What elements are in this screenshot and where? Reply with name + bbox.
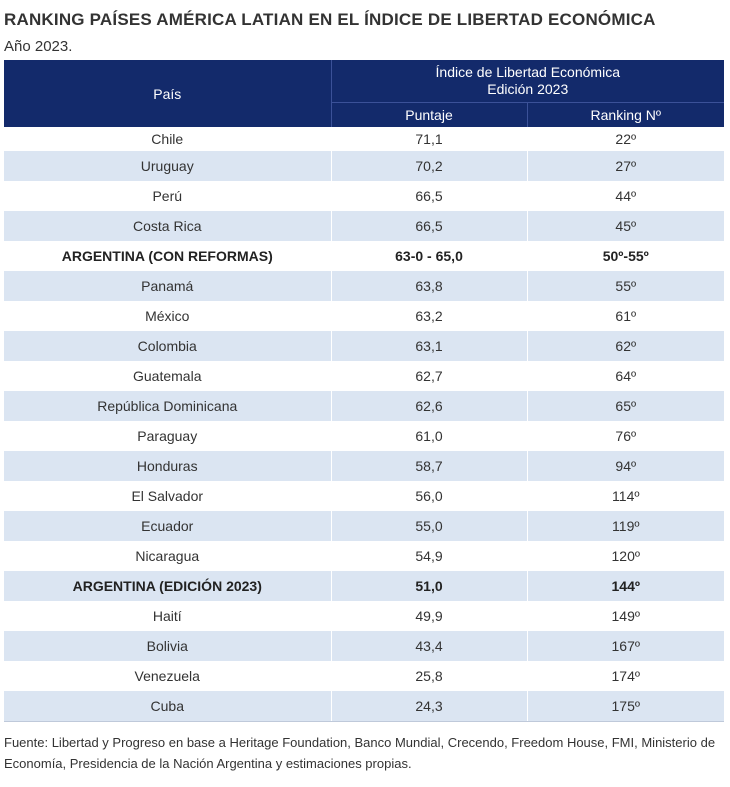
cell-ranking: 65º [527, 391, 725, 421]
column-group-header-line1: Índice de Libertad Económica [435, 64, 620, 80]
column-header-pais: País [4, 60, 332, 127]
cell-ranking: 22º [615, 131, 637, 147]
column-header-ranking: Ranking Nº [527, 102, 725, 127]
table-row: ARGENTINA (CON REFORMAS) 63-0 - 65,0 50º-5… [4, 241, 724, 271]
table-row: República Dominicana 62,6 65º [4, 391, 725, 421]
cell-puntaje: 62,7 [331, 361, 528, 391]
ranking-table: País Índice de Libertad Económica Edició… [4, 60, 725, 722]
table-row: México 63,2 61º [4, 301, 724, 331]
table-row: Panamá 63,8 55º [4, 271, 725, 301]
cell-ranking: 44º [615, 188, 637, 204]
table-row: Cuba 24,3 175º [4, 691, 725, 722]
cell-ranking: 119º [527, 511, 725, 541]
cell-ranking: 61º [615, 308, 637, 324]
cell-ranking: 175º [527, 691, 725, 722]
cell-ranking: 55º [527, 271, 725, 301]
cell-puntaje: 54,9 [331, 541, 528, 571]
cell-ranking: 149º [611, 608, 640, 624]
cell-puntaje: 62,6 [331, 391, 528, 421]
cell-pais: ARGENTINA (CON REFORMAS) [4, 241, 332, 271]
cell-pais: Nicaragua [4, 541, 332, 571]
cell-pais: ARGENTINA (EDICIÓN 2023) [4, 571, 332, 601]
cell-pais: República Dominicana [4, 391, 332, 421]
cell-pais: Guatemala [4, 361, 332, 391]
cell-puntaje: 71,1 [331, 127, 528, 151]
cell-pais: Colombia [4, 331, 332, 361]
cell-puntaje: 66,5 [331, 181, 528, 211]
cell-puntaje: 24,3 [331, 691, 528, 722]
cell-ranking: 76º [615, 428, 637, 444]
cell-puntaje: 63,1 [331, 331, 528, 361]
table-row: Costa Rica 66,5 45º [4, 211, 725, 241]
source-footnote: Fuente: Libertad y Progreso en base a He… [4, 735, 716, 771]
cell-ranking: 27º [527, 151, 725, 181]
cell-puntaje: 70,2 [331, 151, 528, 181]
cell-puntaje: 43,4 [331, 631, 528, 661]
cell-ranking: 174º [611, 668, 640, 684]
cell-puntaje: 25,8 [331, 661, 528, 691]
table-row: ARGENTINA (EDICIÓN 2023) 51,0 144º [4, 571, 725, 601]
cell-pais: Cuba [4, 691, 332, 722]
table-row: Ecuador 55,0 119º [4, 511, 725, 541]
table-row: Colombia 63,1 62º [4, 331, 725, 361]
table-header: País Índice de Libertad Económica Edició… [4, 60, 725, 127]
cell-pais: Perú [4, 181, 332, 211]
table-body: Chile 71,1 22º Uruguay 70,2 27º Perú 66,5 44º Cos… [4, 127, 725, 722]
cell-ranking: 94º [527, 451, 725, 481]
cell-puntaje: 61,0 [331, 421, 528, 451]
cell-pais: México [4, 301, 332, 331]
cell-puntaje: 66,5 [331, 211, 528, 241]
cell-puntaje: 55,0 [331, 511, 528, 541]
table-row: Perú 66,5 44º [4, 181, 724, 211]
cell-puntaje: 63,2 [331, 301, 528, 331]
cell-ranking: 167º [527, 631, 725, 661]
ranking-table-container: País Índice de Libertad Económica Edició… [4, 60, 725, 722]
cell-pais: Chile [4, 127, 332, 151]
table-row: Paraguay 61,0 76º [4, 421, 724, 451]
table-row: Haití 49,9 149º [4, 601, 724, 631]
cell-puntaje: 58,7 [331, 451, 528, 481]
cell-ranking: 120º [611, 548, 640, 564]
cell-pais: Haití [4, 601, 332, 631]
cell-ranking: 114º [612, 488, 640, 504]
table-row: Nicaragua 54,9 120º [4, 541, 724, 571]
page-title: RANKING PAÍSES AMÉRICA LATIAN EN EL ÍNDI… [4, 10, 656, 29]
cell-puntaje: 56,0 [331, 481, 528, 511]
table-row: El Salvador 56,0 114º [4, 481, 724, 511]
cell-pais: Panamá [4, 271, 332, 301]
table-row: Venezuela 25,8 174º [4, 661, 724, 691]
table-row: Guatemala 62,7 64º [4, 361, 724, 391]
cell-pais: Honduras [4, 451, 332, 481]
table-row: Uruguay 70,2 27º [4, 151, 725, 181]
cell-puntaje: 49,9 [331, 601, 528, 631]
cell-puntaje: 63-0 - 65,0 [331, 241, 528, 271]
cell-pais: Venezuela [4, 661, 332, 691]
table-row: Chile 71,1 22º [4, 127, 724, 151]
cell-pais: El Salvador [4, 481, 332, 511]
table-row: Bolivia 43,4 167º [4, 631, 725, 661]
cell-puntaje: 63,8 [331, 271, 528, 301]
cell-ranking: 62º [527, 331, 725, 361]
cell-pais: Costa Rica [4, 211, 332, 241]
cell-ranking: 144º [527, 571, 725, 601]
page-subtitle: Año 2023. [4, 38, 73, 55]
cell-pais: Ecuador [4, 511, 332, 541]
cell-pais: Bolivia [4, 631, 332, 661]
column-header-puntaje: Puntaje [331, 102, 528, 127]
cell-ranking: 50º-55º [602, 248, 649, 264]
cell-pais: Uruguay [4, 151, 332, 181]
column-group-header: Índice de Libertad Económica Edición 202… [331, 60, 725, 103]
cell-pais: Paraguay [4, 421, 332, 451]
column-group-header-line2: Edición 2023 [487, 81, 569, 97]
table-row: Honduras 58,7 94º [4, 451, 725, 481]
cell-puntaje: 51,0 [331, 571, 528, 601]
cell-ranking: 45º [527, 211, 725, 241]
cell-ranking: 64º [615, 368, 637, 384]
